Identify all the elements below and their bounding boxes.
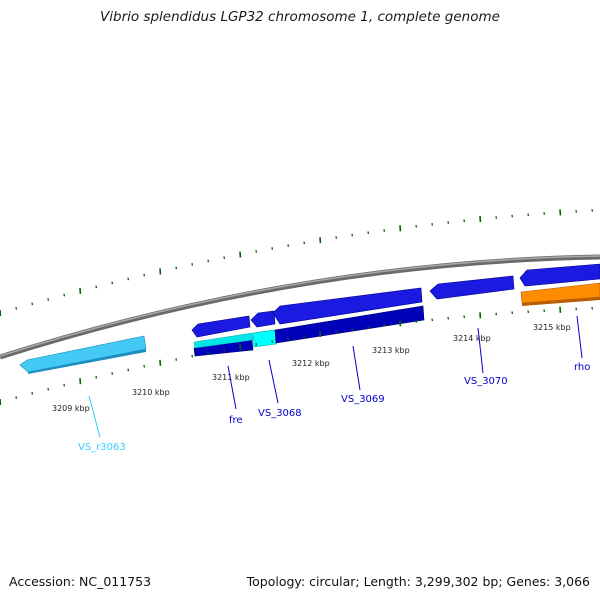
feature-vs-r3063[interactable] (19, 335, 147, 373)
genome-title: Vibrio splendidus LGP32 chromosome 1, co… (100, 9, 500, 25)
inner-tick-track (0, 306, 594, 406)
feature-vs3069-forward[interactable] (272, 287, 423, 325)
forward-strand-features (191, 263, 600, 338)
gene-label-fre[interactable]: fre (229, 415, 243, 426)
leader-vs3068 (268, 359, 279, 404)
feature-vs3068-reverse[interactable] (252, 329, 277, 348)
feature-vs-r3063-edge (28, 349, 146, 374)
outer-tick-track (0, 209, 594, 317)
gene-leader-lines (88, 315, 583, 438)
accession-label: Accession: NC_011753 (9, 574, 152, 589)
feature-vs3070-forward[interactable] (429, 275, 515, 300)
leader-vs3069 (352, 345, 361, 391)
feature-rho-forward[interactable] (519, 263, 600, 287)
ruler-label-3209: 3209 kbp (52, 404, 90, 413)
leader-vs-r3063 (88, 395, 101, 438)
genome-backbone-highlight (0, 255, 600, 357)
feature-orange[interactable] (520, 282, 600, 304)
feature-vs3068-forward[interactable] (250, 310, 276, 328)
gene-label-vs3069[interactable]: VS_3069 (341, 394, 385, 405)
gene-label-vs3070[interactable]: VS_3070 (464, 376, 508, 387)
genome-summary-label: Topology: circular; Length: 3,299,302 bp… (246, 574, 590, 589)
ruler-label-3215: 3215 kbp (533, 323, 571, 332)
ruler-label-3210: 3210 kbp (132, 388, 170, 397)
gene-label-rho[interactable]: rho (574, 362, 590, 373)
leader-fre (227, 365, 237, 410)
leader-rho (576, 315, 583, 359)
ruler-label-3213: 3213 kbp (372, 346, 410, 355)
genome-backbone (0, 254, 600, 360)
reverse-strand-features (19, 282, 600, 374)
ruler-label-3211: 3211 kbp (212, 373, 250, 382)
gene-label-vs-r3063[interactable]: VS_r3063 (78, 442, 126, 453)
feature-vs3069-reverse[interactable] (274, 305, 425, 344)
ruler-label-3214: 3214 kbp (453, 334, 491, 343)
feature-fre-forward[interactable] (191, 315, 251, 338)
feature-cyan-strip[interactable] (193, 332, 254, 349)
leader-vs3070 (477, 327, 484, 374)
feature-orange-edge (522, 297, 600, 306)
gene-labels: VS_r3063 fre VS_3068 VS_3069 VS_3070 rho (78, 362, 590, 453)
ruler-label-3212: 3212 kbp (292, 359, 330, 368)
gene-label-vs3068[interactable]: VS_3068 (258, 408, 302, 419)
ruler-labels: 3209 kbp 3210 kbp 3211 kbp 3212 kbp 3213… (52, 323, 571, 413)
